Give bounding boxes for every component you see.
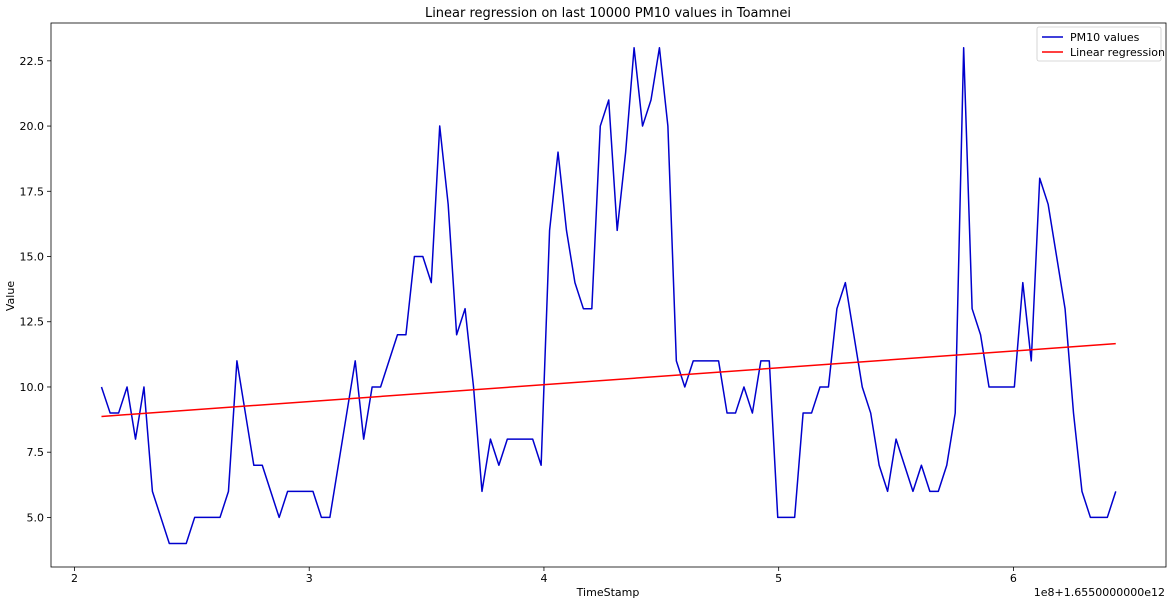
y-tick-label: 10.0	[20, 381, 45, 394]
x-tick-label: 6	[1010, 572, 1017, 585]
y-tick-label: 15.0	[20, 251, 45, 264]
y-axis: 5.0 7.5 10.0 12.5 15.0 17.5 20.0 22.5	[20, 55, 51, 524]
y-tick-label: 20.0	[20, 120, 45, 133]
legend-label: PM10 values	[1070, 31, 1140, 44]
series-line-linear-regression	[101, 342, 1116, 418]
plot-frame	[50, 22, 1167, 568]
x-axis-label: TimeStamp	[576, 586, 640, 599]
series-layer	[100, 47, 1117, 545]
legend-box	[1036, 26, 1162, 62]
y-tick-label: 5.0	[27, 511, 45, 524]
legend: PM10 values Linear regression	[1036, 26, 1165, 62]
x-tick-label: 5	[775, 572, 782, 585]
x-axis: 2 3 4 5 6	[71, 567, 1017, 585]
y-tick-label: 17.5	[20, 185, 45, 198]
x-tick-label: 3	[306, 572, 313, 585]
y-tick-label: 7.5	[27, 446, 45, 459]
x-tick-label: 2	[71, 572, 78, 585]
legend-label: Linear regression	[1070, 46, 1165, 59]
y-tick-label: 22.5	[20, 55, 45, 68]
chart-title: Linear regression on last 10000 PM10 val…	[425, 6, 791, 21]
x-tick-label: 4	[540, 572, 547, 585]
y-tick-label: 12.5	[20, 316, 45, 329]
x-axis-offset-label: 1e8+1.6550000000e12	[1034, 586, 1165, 599]
y-axis-label: Value	[4, 281, 17, 311]
series-line-pm10-values	[100, 47, 1117, 545]
